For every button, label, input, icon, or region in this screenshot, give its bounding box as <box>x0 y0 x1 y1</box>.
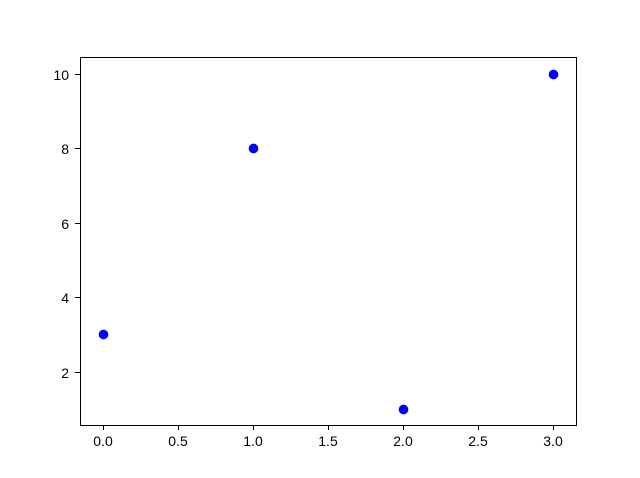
svg-text:2.5: 2.5 <box>468 433 488 449</box>
svg-text:8: 8 <box>61 141 69 157</box>
svg-text:6: 6 <box>61 216 69 232</box>
svg-text:1.0: 1.0 <box>243 433 263 449</box>
svg-text:10: 10 <box>53 67 69 83</box>
svg-text:1.5: 1.5 <box>318 433 338 449</box>
svg-text:2.0: 2.0 <box>393 433 413 449</box>
svg-text:4: 4 <box>61 290 69 306</box>
svg-text:0.0: 0.0 <box>93 433 113 449</box>
svg-text:3.0: 3.0 <box>543 433 563 449</box>
svg-text:2: 2 <box>61 365 69 381</box>
svg-text:0.5: 0.5 <box>168 433 188 449</box>
